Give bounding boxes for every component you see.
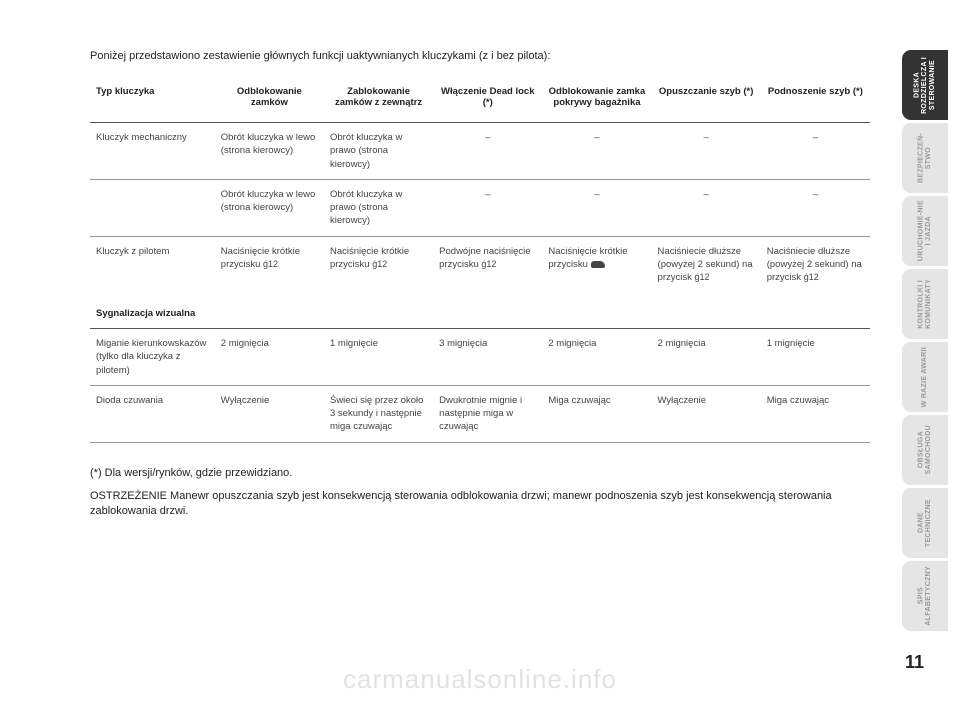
cell: 2 mignięcia xyxy=(652,328,761,385)
lock-icon xyxy=(372,259,387,270)
cell: – xyxy=(652,123,761,180)
side-tab[interactable]: W RAZIE AWARII xyxy=(902,342,948,412)
side-tab-label: DESKA ROZDZIELCZA I STEROWANIE xyxy=(913,54,936,116)
cell xyxy=(90,179,215,236)
header-col1: Odblokowanie zamków xyxy=(215,80,324,123)
page-number: 11 xyxy=(905,652,924,673)
cell: Wyłączenie xyxy=(652,385,761,442)
cell: Miga czuwając xyxy=(542,385,651,442)
side-tab[interactable]: DANE TECHNICZNE xyxy=(902,488,948,558)
cell: – xyxy=(761,123,870,180)
cell-text: Naciśnięcie krótkie przycisku xyxy=(548,246,627,270)
side-tab-label: BEZPIECZEŃ-STWO xyxy=(917,127,932,189)
cell: Naciśnięcie krótkie przycisku xyxy=(542,236,651,292)
cell: Świeci się przez około 3 sekundy i nastę… xyxy=(324,385,433,442)
table-row: Kluczyk mechaniczny Obrót kluczyka w lew… xyxy=(90,123,870,180)
cell: Dwukrotnie mignie i następnie miga w czu… xyxy=(433,385,542,442)
header-col2: Zablokowanie zamków z zewnątrz xyxy=(324,80,433,123)
cell: 1 mignięcie xyxy=(761,328,870,385)
section-label: Sygnalizacja wizualna xyxy=(90,293,870,329)
cell: Miganie kierunkowskazów (tylko dla klucz… xyxy=(90,328,215,385)
side-tab-label: W RAZIE AWARII xyxy=(921,347,929,407)
cell-text: Naciśnięcie krótkie przycisku xyxy=(221,246,300,270)
cell: – xyxy=(761,179,870,236)
cell: Podwójne naciśnięcie przycisku xyxy=(433,236,542,292)
cell: Naciśnięcie krótkie przycisku xyxy=(215,236,324,292)
cell: Obrót kluczyka w lewo (strona kierowcy) xyxy=(215,123,324,180)
cell: Wyłączenie xyxy=(215,385,324,442)
cell: Naciśnięcie krótkie przycisku xyxy=(324,236,433,292)
cell: – xyxy=(542,123,651,180)
header-col4: Odblokowanie zamka pokrywy bagażnika xyxy=(542,80,651,123)
side-tab[interactable]: BEZPIECZEŃ-STWO xyxy=(902,123,948,193)
side-tab[interactable]: SPIS ALFABETYCZNY xyxy=(902,561,948,631)
side-tab[interactable]: DESKA ROZDZIELCZA I STEROWANIE xyxy=(902,50,948,120)
table-row: Dioda czuwania Wyłączenie Świeci się prz… xyxy=(90,385,870,442)
warning-text: OSTRZEŻENIE Manewr opuszczania szyb jest… xyxy=(90,489,870,520)
side-tab-label: KONTROLKI I KOMUNIKATY xyxy=(917,273,932,335)
intro-text: Poniżej przedstawiono zestawienie główny… xyxy=(90,50,870,62)
car-icon xyxy=(591,259,605,270)
side-tab-label: OBSŁUGA SAMOCHODU xyxy=(917,419,932,481)
page-content: Poniżej przedstawiono zestawienie główny… xyxy=(90,50,870,520)
side-tabs: DESKA ROZDZIELCZA I STEROWANIE BEZPIECZEŃ… xyxy=(902,50,948,631)
cell: 3 mignięcia xyxy=(433,328,542,385)
lock-icon xyxy=(804,272,819,283)
cell: – xyxy=(542,179,651,236)
cell: – xyxy=(433,123,542,180)
side-tab[interactable]: URUCHOMIE-NIE I JAZDA xyxy=(902,196,948,266)
footnote-text: (*) Dla wersji/rynków, gdzie przewidzian… xyxy=(90,467,870,479)
cell: Naciśniecie dłuższe (powyżej 2 sekund) n… xyxy=(652,236,761,292)
cell: Obrót kluczyka w lewo (strona kierowcy) xyxy=(215,179,324,236)
table-row: Miganie kierunkowskazów (tylko dla klucz… xyxy=(90,328,870,385)
cell: – xyxy=(652,179,761,236)
table-row: Obrót kluczyka w lewo (strona kierowcy) … xyxy=(90,179,870,236)
side-tab-label: URUCHOMIE-NIE I JAZDA xyxy=(917,200,932,262)
cell: 1 mignięcie xyxy=(324,328,433,385)
side-tab-label: DANE TECHNICZNE xyxy=(917,492,932,554)
cell: Kluczyk mechaniczny xyxy=(90,123,215,180)
side-tab[interactable]: KONTROLKI I KOMUNIKATY xyxy=(902,269,948,339)
table-header: Typ kluczyka Odblokowanie zamków Zabloko… xyxy=(90,80,870,123)
cell: Obrót kluczyka w prawo (strona kierowcy) xyxy=(324,179,433,236)
lock-icon xyxy=(695,272,710,283)
cell: Dioda czuwania xyxy=(90,385,215,442)
cell: Miga czuwając xyxy=(761,385,870,442)
lock-icon xyxy=(481,259,496,270)
cell: Obrót kluczyka w prawo (strona kierowcy) xyxy=(324,123,433,180)
cell: Kluczyk z pilotem xyxy=(90,236,215,292)
functions-table: Typ kluczyka Odblokowanie zamków Zabloko… xyxy=(90,80,870,443)
section-row: Sygnalizacja wizualna xyxy=(90,293,870,329)
side-tab[interactable]: OBSŁUGA SAMOCHODU xyxy=(902,415,948,485)
lock-icon xyxy=(263,259,278,270)
cell: 2 mignięcia xyxy=(215,328,324,385)
side-tab-label: SPIS ALFABETYCZNY xyxy=(917,565,932,627)
watermark: carmanualsonline.info xyxy=(0,664,960,695)
header-col6: Podnoszenie szyb (*) xyxy=(761,80,870,123)
table-row: Kluczyk z pilotem Naciśnięcie krótkie pr… xyxy=(90,236,870,292)
cell: Naciśniecie dłuższe (powyżej 2 sekund) n… xyxy=(761,236,870,292)
header-col3: Włączenie Dead lock (*) xyxy=(433,80,542,123)
cell: – xyxy=(433,179,542,236)
header-col5: Opuszczanie szyb (*) xyxy=(652,80,761,123)
cell: 2 mignięcia xyxy=(542,328,651,385)
cell-text: Naciśnięcie krótkie przycisku xyxy=(330,246,409,270)
header-col0: Typ kluczyka xyxy=(90,80,215,123)
